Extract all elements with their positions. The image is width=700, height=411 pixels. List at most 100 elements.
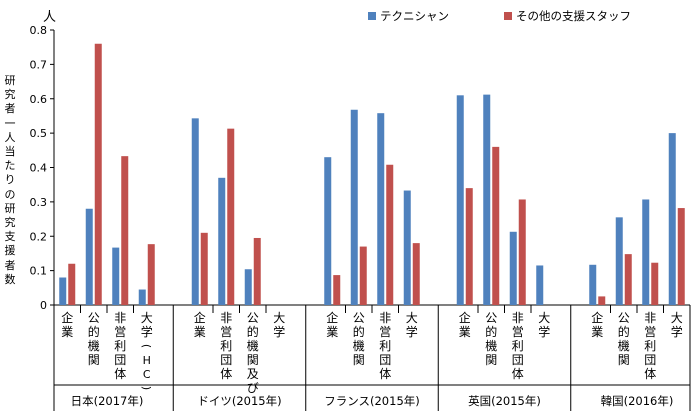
- category-label-char: (: [140, 344, 153, 348]
- category-label-char: 体: [114, 367, 126, 381]
- category-label-char: 的: [353, 324, 365, 339]
- bar-technician: [324, 157, 332, 305]
- category-label-char: 大: [671, 311, 683, 325]
- category-label-char: 団: [644, 353, 656, 367]
- category-label-char: H: [143, 354, 151, 367]
- category-label-char: 利: [220, 339, 232, 353]
- category-label-char: 利: [644, 339, 656, 353]
- y-tick-label: 0.5: [30, 127, 48, 140]
- y-axis-unit: 人: [43, 10, 57, 25]
- category-label-char: 公: [247, 311, 259, 325]
- category-label-char: 的: [88, 324, 100, 339]
- bar-other-staff: [651, 262, 659, 305]
- category-label-char: び: [247, 381, 259, 395]
- category-label-char: 営: [512, 325, 524, 339]
- category-label-char: 公: [353, 311, 365, 325]
- category-label-char: 業: [326, 325, 338, 339]
- bar-other-staff: [359, 246, 367, 305]
- category-label-char: 非: [644, 311, 656, 325]
- y-tick-label: 0.3: [30, 196, 48, 209]
- y-tick-label: 0.7: [30, 58, 48, 71]
- category-label-char: 学: [141, 324, 153, 339]
- category-label-char: 営: [114, 325, 126, 339]
- y-axis-label-char: 支: [4, 230, 16, 244]
- legend-item-other-staff: その他の支援スタッフ: [504, 8, 631, 24]
- bar-other-staff: [333, 275, 341, 305]
- bar-technician: [509, 231, 517, 305]
- bar-technician: [112, 247, 120, 305]
- category-label-char: C: [143, 368, 151, 381]
- y-axis-label: 研究者一人当たりの研究支援者数: [2, 74, 18, 287]
- category-label-char: 学: [538, 324, 550, 339]
- bar-technician: [218, 177, 226, 305]
- category-label-char: 営: [644, 325, 656, 339]
- category-label-char: 及: [247, 367, 259, 381]
- category-label-char: 大: [273, 311, 285, 325]
- y-tick-label: 0: [40, 299, 47, 312]
- category-label-char: 機: [618, 338, 630, 353]
- category-label-char: 機: [485, 338, 497, 353]
- category-label-char: 大: [538, 311, 550, 325]
- group-label: ドイツ(2015年): [197, 394, 281, 408]
- y-tick-label: 0.1: [30, 265, 48, 278]
- legend-label-other-staff: その他の支援スタッフ: [516, 9, 631, 23]
- bar-other-staff: [598, 296, 606, 305]
- group-label: 英国(2015年): [468, 394, 541, 408]
- category-label-char: 企: [591, 310, 603, 325]
- group-label: フランス(2015年): [324, 394, 420, 408]
- y-axis-label-char: 究: [4, 216, 16, 230]
- category-label-char: 関: [485, 353, 497, 367]
- category-label-char: ): [140, 386, 153, 390]
- bar-other-staff: [94, 43, 102, 305]
- bar-technician: [642, 199, 650, 305]
- category-label-char: 業: [194, 325, 206, 339]
- category-label-char: 非: [512, 311, 524, 325]
- bar-other-staff: [386, 164, 394, 305]
- y-axis-label-char: 研: [4, 74, 16, 87]
- bar-other-staff: [121, 156, 129, 305]
- category-label-char: 非: [114, 311, 126, 325]
- category-label-char: 公: [618, 311, 630, 325]
- bar-other-staff: [465, 188, 473, 305]
- bar-technician: [668, 133, 676, 305]
- bar-technician: [59, 277, 67, 305]
- category-label-char: 団: [114, 353, 126, 367]
- category-label-char: 的: [247, 324, 259, 339]
- category-label-char: 体: [220, 367, 232, 381]
- category-label-char: 団: [220, 353, 232, 367]
- y-axis-label-char: 究: [4, 88, 16, 102]
- category-label-char: 業: [591, 325, 603, 339]
- y-tick-label: 0.8: [30, 24, 48, 37]
- category-label-char: 非: [379, 311, 391, 325]
- category-label-char: 企: [61, 310, 73, 325]
- y-axis-label-char: 研: [4, 201, 16, 215]
- category-label-char: 大: [141, 311, 153, 325]
- y-tick-label: 0.6: [30, 93, 48, 106]
- bar-other-staff: [677, 208, 685, 305]
- category-label-char: 業: [61, 325, 73, 339]
- bar-technician: [244, 269, 252, 305]
- category-label-char: 関: [247, 353, 259, 367]
- category-label-char: 営: [379, 325, 391, 339]
- bar-technician: [536, 265, 544, 305]
- y-axis-label-char: 人: [4, 130, 16, 144]
- bar-other-staff: [147, 244, 155, 305]
- category-label-char: 機: [247, 338, 259, 353]
- bar-other-staff: [518, 199, 526, 305]
- y-axis-label-char: た: [4, 159, 16, 173]
- legend-label-technician: テクニシャン: [380, 9, 449, 23]
- category-label-char: 関: [353, 353, 365, 367]
- bar-technician: [377, 113, 385, 305]
- bar-other-staff: [68, 263, 76, 305]
- category-label-char: 非: [220, 311, 232, 325]
- category-label-char: 利: [114, 339, 126, 353]
- bar-other-staff: [253, 237, 261, 305]
- y-axis-label-char: の: [4, 187, 16, 201]
- category-label-char: 学: [273, 324, 285, 339]
- bar-technician: [191, 118, 199, 305]
- category-label-char: 的: [485, 324, 497, 339]
- y-axis-label-char: 一: [4, 116, 16, 130]
- bar-technician: [350, 109, 358, 305]
- legend-item-technician: テクニシャン: [368, 8, 449, 24]
